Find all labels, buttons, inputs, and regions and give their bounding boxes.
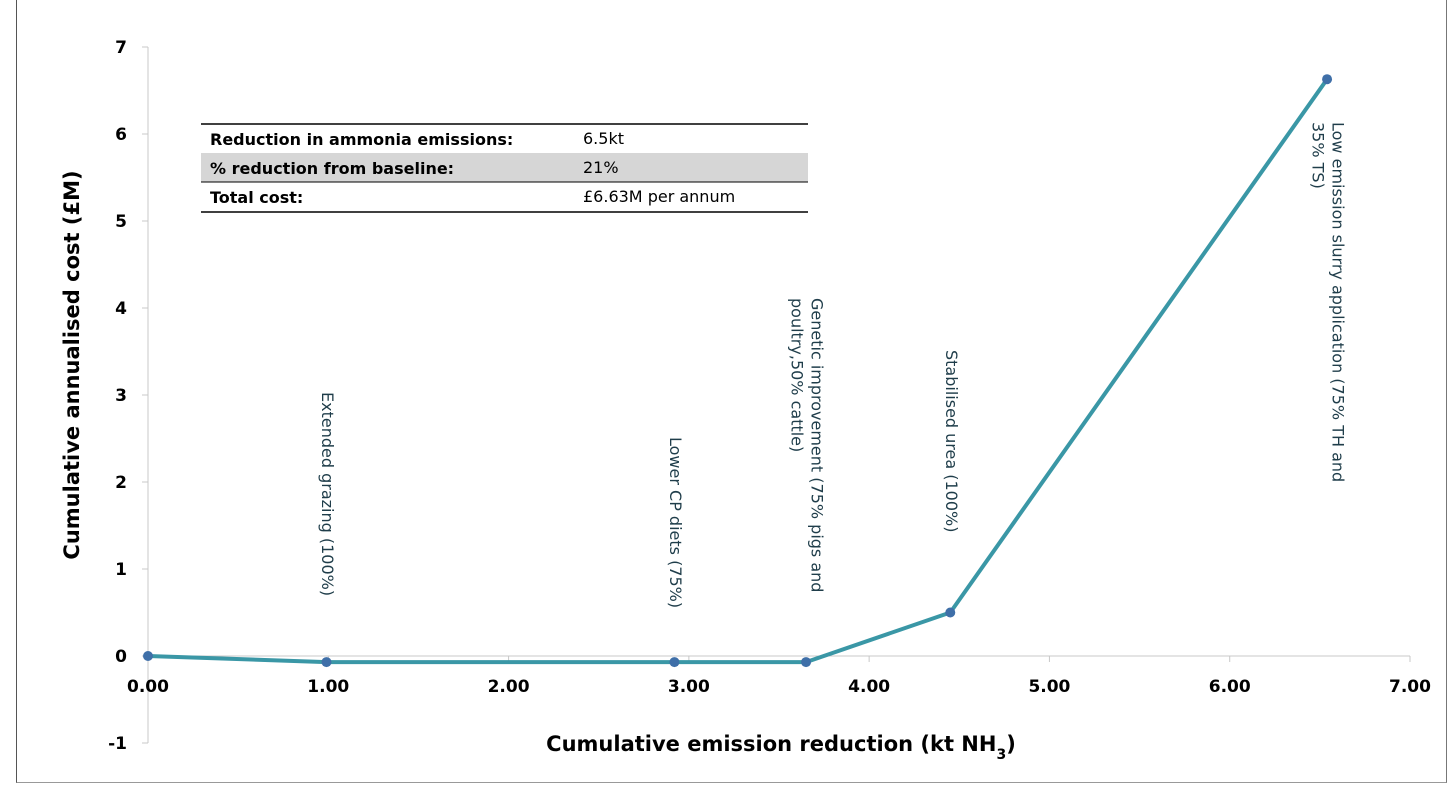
y-tick-label: 3 (115, 386, 127, 406)
annotation-label: Genetic improvement (75% pigs and (808, 298, 827, 592)
series-line (146, 77, 1330, 665)
annotation-label: Stabilised urea (100%) (942, 350, 961, 532)
data-point (1322, 74, 1333, 85)
annotation-label: Extended grazing (100%) (318, 392, 337, 596)
chart-frame (16, 0, 1447, 783)
x-tick-label: 0.00 (127, 677, 169, 697)
annotation-label: 35% TS) (1309, 122, 1328, 189)
table-value: 6.5kt (583, 129, 624, 148)
y-tick-label: -1 (108, 734, 127, 754)
x-tick-label: 6.00 (1209, 677, 1251, 697)
table-row-shading (201, 153, 808, 182)
x-axis-title: Cumulative emission reduction (kt NH3) (546, 732, 1016, 763)
annotation-label: Low emission slurry application (75% TH … (1329, 122, 1348, 482)
y-tick-label: 0 (115, 647, 127, 667)
table-value: 21% (583, 158, 619, 177)
y-tick-label: 4 (115, 299, 127, 319)
y-tick-label: 6 (115, 125, 127, 145)
x-tick-label: 1.00 (307, 677, 349, 697)
x-axis-title-subscript: 3 (996, 747, 1006, 763)
data-point (801, 657, 812, 668)
table-label: Reduction in ammonia emissions: (210, 130, 513, 149)
y-tick-label: 5 (115, 212, 127, 232)
annotation-label: poultry,50% cattle) (788, 298, 807, 452)
x-axis-title-suffix: ) (1006, 732, 1016, 756)
table-value: £6.63M per annum (583, 187, 735, 206)
table-label: % reduction from baseline: (210, 159, 454, 178)
data-point (669, 657, 680, 668)
data-point (945, 607, 956, 618)
x-tick-label: 3.00 (668, 677, 710, 697)
y-tick-label: 1 (115, 560, 127, 580)
x-tick-label: 4.00 (848, 677, 890, 697)
data-point (321, 657, 332, 668)
annotation-label: Lower CP diets (75%) (666, 437, 685, 608)
data-point (143, 651, 153, 661)
x-tick-label: 5.00 (1028, 677, 1070, 697)
y-tick-label: 2 (115, 473, 127, 493)
x-tick-label: 2.00 (488, 677, 530, 697)
y-axis-title: Cumulative annualised cost (£M) (60, 170, 84, 559)
table-label: Total cost: (210, 188, 303, 207)
y-tick-label: 7 (115, 38, 127, 58)
x-tick-label: 7.00 (1389, 677, 1431, 697)
